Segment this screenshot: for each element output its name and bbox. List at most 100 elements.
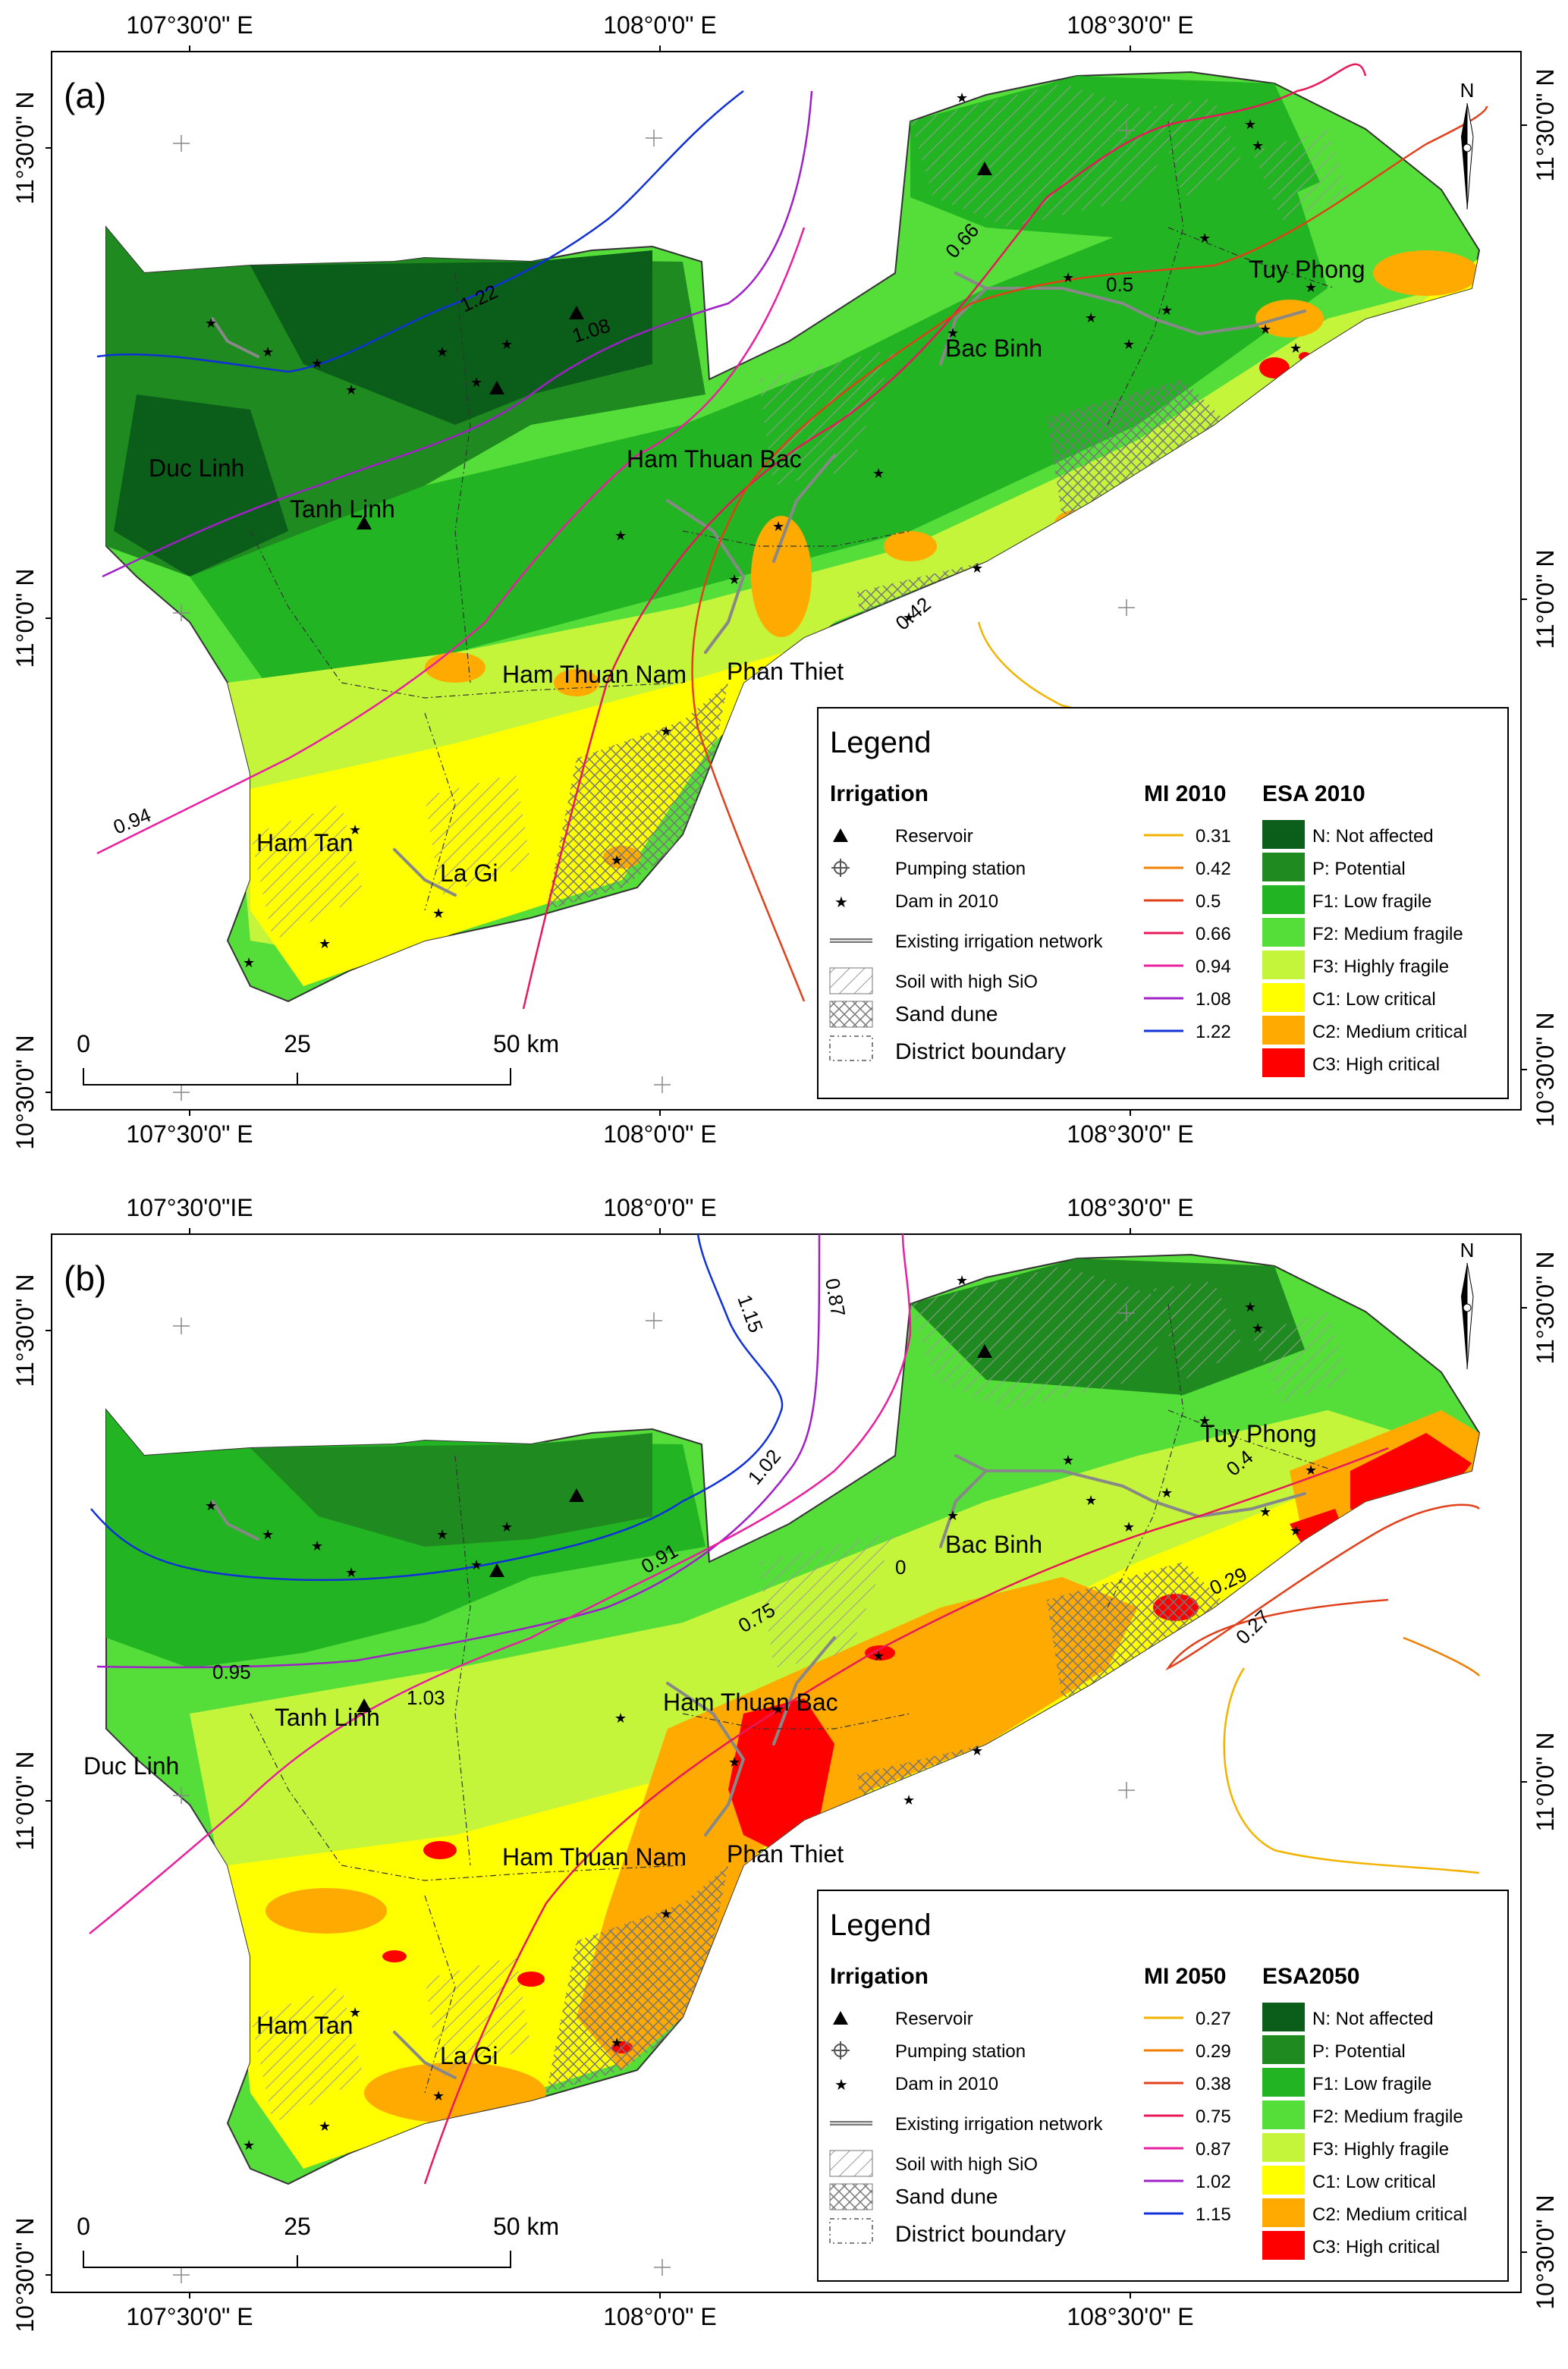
svg-text:★: ★	[660, 724, 672, 739]
esa-legend-label: F2: Medium fragile	[1312, 2107, 1463, 2127]
svg-text:Dam in 2010: Dam in 2010	[895, 891, 998, 912]
sand-dune-swatch	[829, 1001, 873, 1028]
svg-text:★: ★	[1290, 1523, 1302, 1538]
svg-text:★: ★	[262, 344, 274, 360]
esa-legend-swatch	[1262, 853, 1305, 881]
esa-legend-label: F3: Highly fragile	[1312, 2139, 1449, 2160]
lon-label: 107°30'0"IE	[126, 1194, 253, 1221]
svg-text:★: ★	[1161, 1485, 1173, 1500]
irrigation-symbols: ★ ★ ★ ★ ★ ★ ★ ★ ★ ★ ★ ★ ★ ★ ★ ★ ★ ★ ★ ★ ★ ★ ★ ★ ★ ★ ★ ★ ★ ★…	[205, 90, 1317, 970]
esa-legend-swatch	[1262, 983, 1305, 1012]
esa-legend-swatch	[1262, 2231, 1305, 2260]
district-boundary-swatch	[829, 2218, 873, 2244]
study-area-map	[105, 1253, 1481, 2185]
svg-text:★: ★	[872, 1648, 885, 1664]
lon-label: 107°30'0" E	[126, 1120, 253, 1148]
svg-text:★: ★	[1062, 270, 1074, 285]
lon-label: 107°30'0" E	[126, 11, 253, 39]
district-label: La Gi	[440, 859, 498, 887]
district-label: La Gi	[440, 2042, 498, 2069]
mi-legend-value: 0.29	[1196, 2041, 1231, 2062]
map-panel-a: ★ ★ ★ ★ ★ ★ ★ ★ ★ ★ ★ ★ ★ ★ ★ ★ ★ ★ ★ ★ ★ ★ ★ ★ ★ ★ ★ ★ ★ ★…	[0, 0, 1568, 1183]
mi-contours	[96, 63, 1488, 1010]
reservoir-icon	[357, 1698, 372, 1712]
svg-text:25: 25	[284, 1030, 311, 1057]
svg-text:★: ★	[1062, 1453, 1074, 1468]
lon-label: 108°0'0" E	[603, 1194, 716, 1221]
reservoir-icon	[833, 828, 848, 842]
svg-text:MI 2050: MI 2050	[1144, 1964, 1226, 1989]
lon-label: 108°0'0" E	[603, 2303, 716, 2330]
svg-text:25: 25	[284, 2213, 311, 2240]
svg-text:Existing irrigation network: Existing irrigation network	[895, 932, 1103, 952]
esa-legend-label: C2: Medium critical	[1312, 1022, 1467, 1042]
svg-text:★: ★	[872, 466, 885, 481]
district-label: Duc Linh	[149, 454, 244, 482]
soil-sio-swatch	[829, 2150, 873, 2177]
svg-text:★: ★	[903, 610, 915, 625]
svg-text:ESA 2010: ESA 2010	[1262, 781, 1365, 806]
mi-legend-value: 0.66	[1196, 924, 1231, 944]
svg-text:★: ★	[262, 1527, 274, 1542]
svg-text:★: ★	[205, 316, 217, 331]
esa-legend-label: F2: Medium fragile	[1312, 924, 1463, 944]
dam-icon: ★	[834, 2077, 848, 2094]
esa-legend-swatch	[1262, 918, 1305, 947]
lon-label: 108°30'0" E	[1067, 11, 1193, 39]
svg-text:★: ★	[436, 1527, 448, 1542]
svg-text:★: ★	[501, 337, 513, 352]
svg-text:50 km: 50 km	[493, 2213, 559, 2240]
svg-text:★: ★	[1123, 1519, 1135, 1535]
svg-text:★: ★	[1085, 1493, 1097, 1508]
soil-sio-swatch	[829, 967, 873, 994]
scale-bar: 0 25 50 km	[77, 2213, 559, 2268]
contour-label: 1.03	[407, 1686, 445, 1709]
svg-text:★: ★	[1123, 337, 1135, 352]
svg-text:★: ★	[1290, 341, 1302, 356]
mi-legend-value: 1.08	[1196, 989, 1231, 1010]
svg-text:★: ★	[614, 528, 627, 543]
svg-text:0: 0	[77, 2213, 90, 2240]
panel-label: (b)	[64, 1258, 106, 1298]
graticule	[173, 122, 1135, 1101]
svg-text:★: ★	[1244, 117, 1256, 132]
svg-text:★: ★	[956, 1273, 968, 1288]
svg-text:Reservoir: Reservoir	[895, 826, 973, 847]
mi-legend-value: 0.87	[1196, 2139, 1231, 2160]
svg-text:★: ★	[947, 1508, 959, 1523]
svg-text:★: ★	[1252, 1321, 1264, 1336]
graticule	[173, 1305, 1135, 2283]
svg-text:★: ★	[614, 1711, 627, 1726]
svg-text:★: ★	[772, 1701, 784, 1717]
contour-label: 0	[895, 1556, 906, 1579]
esa-legend-label: C2: Medium critical	[1312, 2204, 1467, 2225]
reservoir-icon	[977, 1344, 992, 1358]
svg-text:Sand dune: Sand dune	[895, 1002, 998, 1026]
district-label: Tanh Linh	[275, 1704, 380, 1731]
reservoir-icon	[569, 306, 584, 319]
svg-text:★: ★	[319, 936, 331, 951]
svg-text:★: ★	[971, 1743, 983, 1758]
esa-legend-label: C1: Low critical	[1312, 989, 1436, 1010]
lat-label: 11°0'0" N	[11, 568, 39, 668]
svg-text:Soil with high SiO: Soil with high SiO	[895, 972, 1038, 992]
svg-text:★: ★	[345, 1565, 357, 1580]
reservoir-icon	[569, 1488, 584, 1502]
svg-text:★: ★	[1085, 310, 1097, 325]
svg-text:★: ★	[345, 382, 357, 397]
svg-text:★: ★	[1244, 1299, 1256, 1315]
esa-legend-label: P: Potential	[1312, 859, 1406, 879]
svg-text:★: ★	[1161, 303, 1173, 318]
lat-label: 11°30'0" N	[11, 92, 39, 205]
pumping-station-icon	[831, 859, 850, 877]
lon-label: 107°30'0" E	[126, 2303, 253, 2330]
svg-text:MI 2010: MI 2010	[1144, 781, 1226, 806]
district-label: Duc Linh	[83, 1752, 179, 1780]
svg-text:★: ★	[728, 1755, 740, 1770]
esa-legend-label: P: Potential	[1312, 2041, 1406, 2062]
svg-text:★: ★	[1199, 231, 1211, 246]
mi-legend-value: 1.02	[1196, 2172, 1231, 2192]
svg-text:★: ★	[311, 1538, 323, 1554]
svg-text:Existing irrigation network: Existing irrigation network	[895, 2114, 1103, 2135]
district-label: Ham Thuan Bac	[663, 1689, 838, 1716]
